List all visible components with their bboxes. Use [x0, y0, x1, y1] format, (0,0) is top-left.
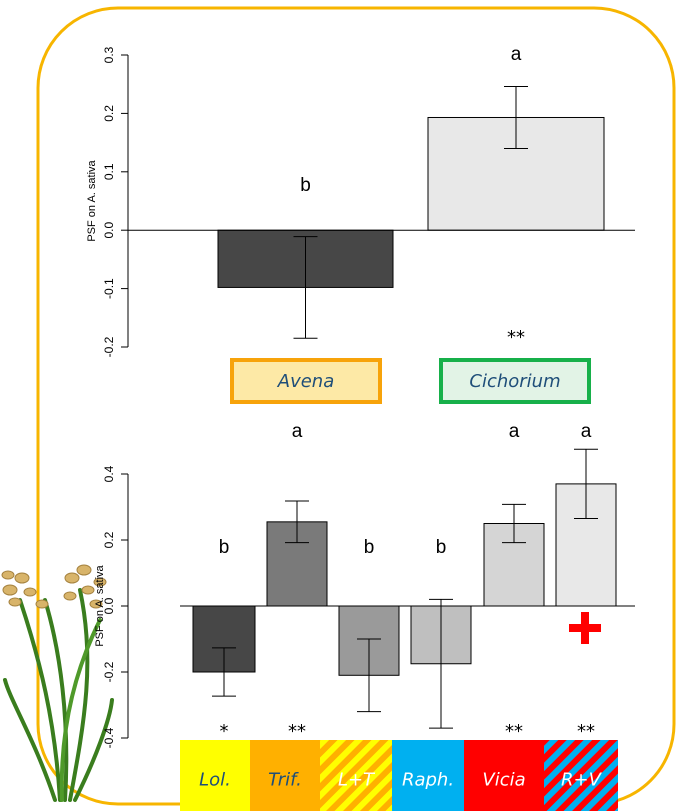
category-label: Trif.	[268, 770, 302, 791]
y-tick-label: 0.0	[102, 222, 116, 239]
plus-sign	[581, 612, 589, 644]
significance-letter: b	[219, 537, 230, 558]
significance-stars: **	[507, 327, 525, 348]
y-axis-label: PSF on A. sativa	[94, 564, 106, 646]
significance-letter: a	[292, 421, 303, 442]
significance-letter: b	[364, 537, 375, 558]
error-bar	[293, 236, 318, 339]
plant-illustration	[3, 588, 114, 802]
category-box	[230, 358, 382, 404]
category-box	[544, 740, 618, 811]
y-axis-label: PSF on A. sativa	[86, 159, 98, 241]
significance-letter: a	[581, 421, 592, 442]
significance-letter: a	[511, 44, 522, 65]
category-label: Vicia	[482, 770, 525, 791]
category-box	[320, 740, 392, 811]
y-tick-label: 0.4	[102, 465, 116, 482]
y-tick-label: 0.2	[102, 531, 116, 548]
error-bar	[285, 500, 309, 544]
category-label: Raph.	[402, 770, 454, 791]
category-label: L+T	[338, 770, 376, 791]
y-tick-label: -0.1	[102, 278, 116, 299]
error-bar	[574, 448, 598, 520]
y-tick-label: 0.2	[102, 105, 116, 122]
category-label: R+V	[561, 770, 603, 791]
category-box	[180, 740, 250, 811]
error-bar	[502, 503, 526, 544]
category-box	[250, 740, 320, 811]
plant-seeds	[1, 564, 107, 609]
category-box	[439, 358, 591, 404]
category-box	[464, 740, 544, 811]
error-bar	[357, 638, 381, 713]
significance-stars: **	[288, 721, 306, 742]
y-tick-label: 0.1	[102, 163, 116, 180]
error-bar	[504, 86, 528, 149]
category-label: Lol.	[199, 770, 231, 791]
significance-stars: *	[220, 721, 229, 742]
significance-letter: b	[436, 537, 447, 558]
error-bar	[429, 598, 453, 729]
error-bar	[212, 647, 236, 697]
significance-stars: **	[505, 721, 523, 742]
y-tick-label: 0.0	[102, 597, 116, 614]
y-tick-label: -0.4	[102, 727, 116, 748]
y-tick-label: 0.3	[102, 46, 116, 63]
category-label: Avena	[277, 371, 334, 392]
significance-letter: a	[509, 421, 520, 442]
significance-letter: b	[300, 175, 311, 196]
significance-stars: **	[577, 721, 595, 742]
y-tick-label: -0.2	[102, 336, 116, 357]
y-tick-label: -0.2	[102, 661, 116, 682]
category-box	[392, 740, 464, 811]
category-label: Cichorium	[469, 371, 560, 392]
